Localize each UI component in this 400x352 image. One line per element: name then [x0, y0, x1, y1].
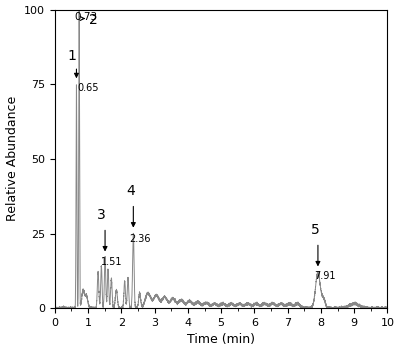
Text: 2.36: 2.36	[130, 233, 151, 244]
Text: 0.73: 0.73	[74, 12, 97, 22]
X-axis label: Time (min): Time (min)	[187, 333, 255, 346]
Text: 3: 3	[97, 208, 106, 221]
Text: 7.91: 7.91	[314, 271, 336, 281]
Text: 4: 4	[126, 184, 135, 198]
Text: 1: 1	[68, 49, 76, 63]
Y-axis label: Relative Abundance: Relative Abundance	[6, 96, 18, 221]
Text: 0.65: 0.65	[77, 83, 99, 93]
Text: 1.51: 1.51	[101, 257, 123, 268]
Text: 2: 2	[89, 13, 98, 27]
Text: 5: 5	[311, 222, 320, 237]
